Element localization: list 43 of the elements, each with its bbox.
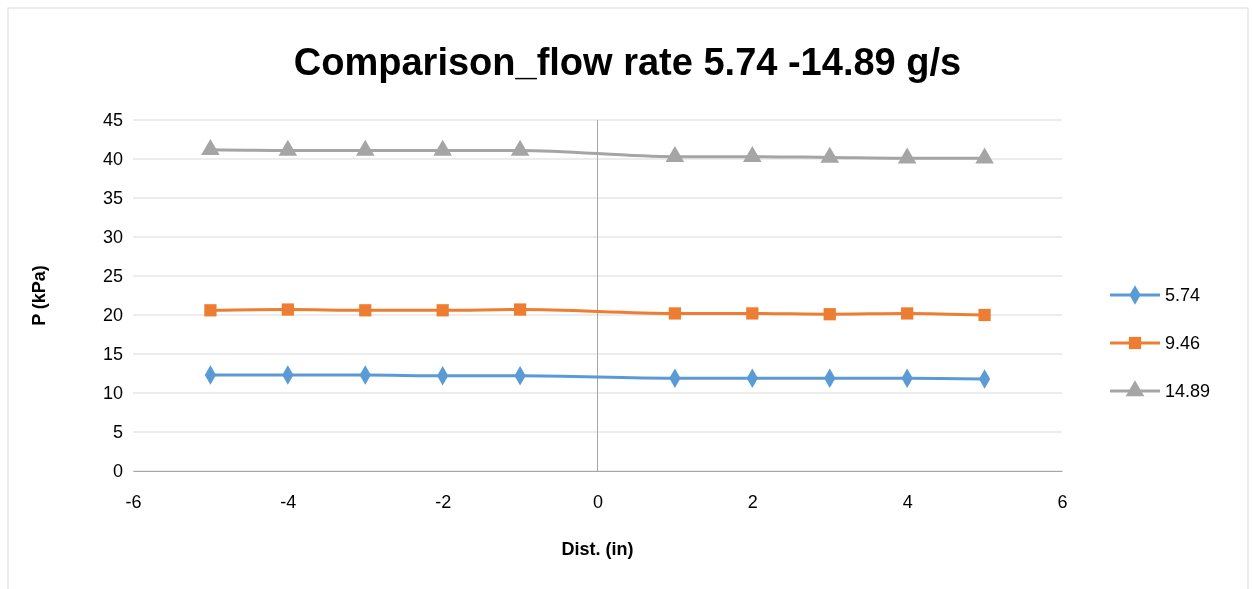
legend-label: 5.74 [1165,285,1201,305]
point [746,307,759,320]
point [510,139,530,156]
x-tick-label: 2 [747,491,758,512]
y-tick-label: 5 [112,422,123,443]
x-tick-label: -6 [125,491,142,512]
y-tick-label: 15 [102,344,123,365]
point [201,138,220,156]
point [204,304,217,317]
point [901,307,914,320]
legend-label: 9.46 [1165,333,1201,353]
x-tick-label: -2 [435,491,452,512]
y-tick-label: 45 [102,110,123,131]
point [823,308,836,321]
point [978,308,991,322]
y-tick-label: 10 [102,383,123,404]
y-tick-label: 30 [102,227,123,248]
x-tick-label: 0 [592,491,604,512]
x-tick-label: 4 [902,491,913,512]
x-axis-title: Dist. (in) [561,539,634,559]
point [820,146,840,163]
point [281,303,294,316]
y-tick-label: 40 [102,149,123,170]
point [743,145,762,163]
x-tick-label: -4 [280,491,297,512]
y-tick-label: 35 [102,188,123,209]
point [278,139,298,156]
x-tick-label: 6 [1057,491,1068,512]
y-tick-label: 25 [102,266,123,287]
point [359,304,372,317]
chart-title: Comparison_flow rate 5.74 -14.89 g/s [293,41,962,83]
y-tick-label: 20 [102,305,123,326]
y-tick-label: 0 [112,461,123,482]
point [355,139,375,156]
point [433,139,452,156]
point [897,147,917,164]
y-axis-title: P (kPa) [29,265,49,326]
point [436,304,449,317]
legend-label: 14.89 [1165,381,1211,401]
point [975,147,994,164]
point [668,307,682,320]
point [513,303,527,316]
point [665,145,685,163]
